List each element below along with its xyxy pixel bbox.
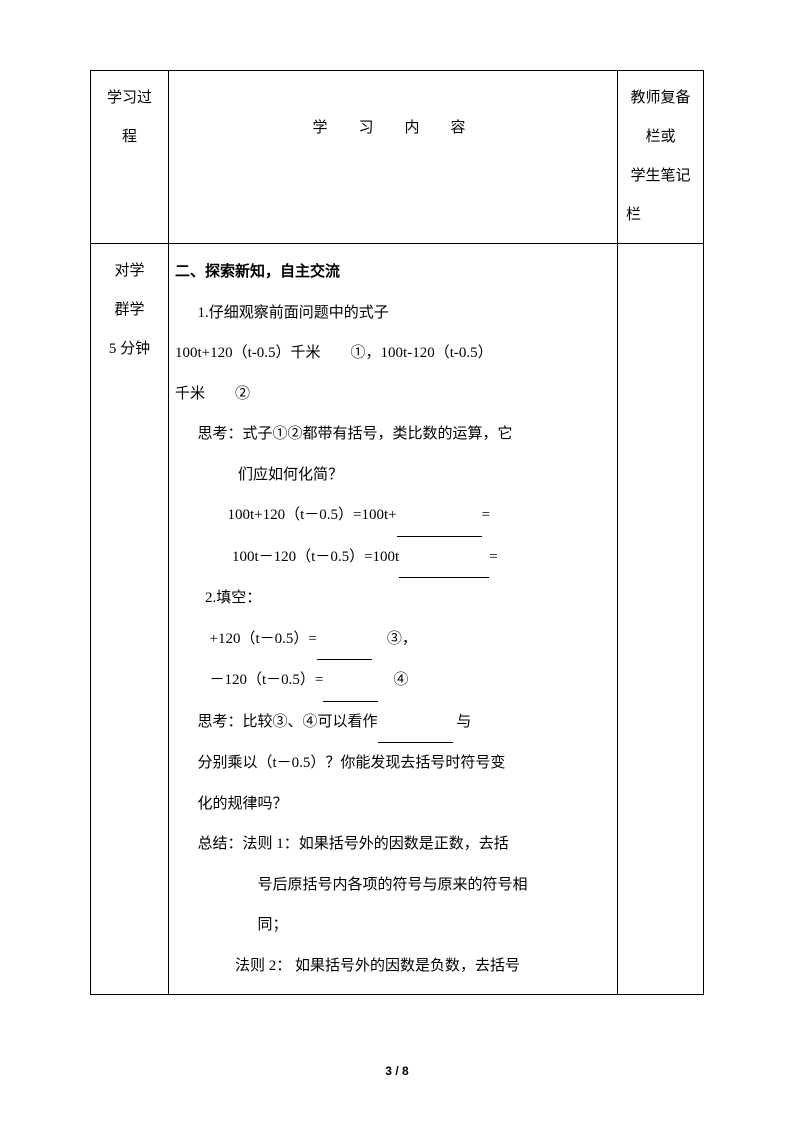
line-p11: 化的规律吗？ [175,784,611,825]
p8-end: ④ [393,672,408,688]
line-p12: 总结：法则 1：如果括号外的因数是正数，去括 [175,824,611,865]
worksheet-table: 学习过 程 学 习 内 容 教师复备 栏或 学生笔记 栏 对学 群学 5 分钟 … [90,70,704,995]
p9b-text: 与 [456,714,471,730]
content-cell-mid: 二、探索新知，自主交流 1.仔细观察前面问题中的式子 100t+120（t-0.… [169,244,618,995]
p8-text: －120（t－0.5）= [210,672,324,688]
content-row: 对学 群学 5 分钟 二、探索新知，自主交流 1.仔细观察前面问题中的式子 10… [91,244,704,995]
line-p3a: 思考：式子①②都带有括号，类比数的运算，它 [175,414,611,455]
page-number: 3 / 8 [0,1064,794,1078]
page-sep: / [392,1064,402,1078]
line-p15: 法则 2： 如果括号外的因数是负数，去括号 [175,946,611,987]
line-p8: －120（t－0.5）= ④ [175,660,611,702]
content-cell-right [618,244,704,995]
line-p10: 分别乘以（t－0.5）？你能发现去括号时符号变 [175,743,611,784]
header-cell-process: 学习过 程 [91,71,169,244]
left-line3: 5 分钟 [97,330,162,369]
header-process-line2: 程 [97,118,162,157]
p5-text: 100t－120（t－0.5）=100t [232,549,399,565]
header-notes-line1: 教师复备 [624,79,697,118]
header-row: 学习过 程 学 习 内 容 教师复备 栏或 学生笔记 栏 [91,71,704,244]
header-process-line1: 学习过 [97,79,162,118]
header-notes-line3: 学生笔记 [624,157,697,196]
blank-2 [399,537,489,579]
header-notes-line2: 栏或 [624,118,697,157]
p7-text: +120（t－0.5）= [210,631,317,647]
p4-eq: = [482,507,490,523]
line-p6: 2.填空： [175,578,611,619]
blank-3 [317,619,372,661]
blank-4 [323,660,378,702]
blank-5 [378,702,453,744]
line-p14: 同； [175,905,611,946]
line-p4: 100t+120（t－0.5）=100t+ = [175,495,611,537]
line-p2b: 千米 ② [175,374,611,415]
page-total: 8 [402,1064,409,1078]
line-p9: 思考：比较③、④可以看作 与 [175,702,611,744]
line-p7: +120（t－0.5）= ③， [175,619,611,661]
header-cell-content: 学 习 内 容 [169,71,618,244]
content-cell-left: 对学 群学 5 分钟 [91,244,169,995]
p5-eq: = [489,549,497,565]
p9a-text: 思考：比较③、④可以看作 [198,714,378,730]
line-p1: 1.仔细观察前面问题中的式子 [175,293,611,334]
line-p13: 号后原括号内各项的符号与原来的符号相 [175,865,611,906]
line-p3b: 们应如何化简？ [175,455,611,496]
p4-text: 100t+120（t－0.5）=100t+ [228,507,397,523]
line-p2a: 100t+120（t-0.5）千米 ①，100t-120（t-0.5） [175,333,611,374]
line-p5: 100t－120（t－0.5）=100t = [175,537,611,579]
section-title: 二、探索新知，自主交流 [175,252,611,293]
blank-1 [397,495,482,537]
left-line2: 群学 [97,291,162,330]
header-cell-notes: 教师复备 栏或 学生笔记 栏 [618,71,704,244]
header-content-title: 学 习 内 容 [175,79,611,148]
p7-end: ③， [387,631,417,647]
left-line1: 对学 [97,252,162,291]
page-current: 3 [385,1064,392,1078]
header-notes-line4: 栏 [624,196,697,235]
